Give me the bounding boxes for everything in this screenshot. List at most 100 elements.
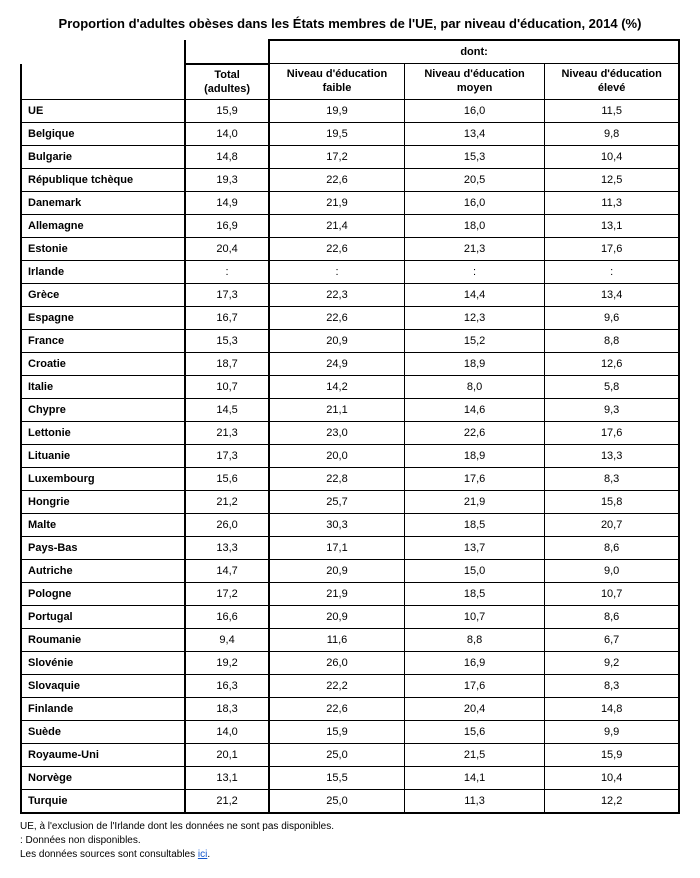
cell-mid: 13,4 — [404, 122, 544, 145]
row-label: UE — [21, 99, 185, 122]
cell-mid: 15,0 — [404, 559, 544, 582]
cell-low: 17,1 — [269, 536, 404, 559]
table-body: UE15,919,916,011,5Belgique14,019,513,49,… — [21, 99, 679, 813]
cell-high: 13,1 — [545, 214, 679, 237]
table-row: Luxembourg15,622,817,68,3 — [21, 467, 679, 490]
cell-mid: 14,6 — [404, 398, 544, 421]
table-row: Italie10,714,28,05,8 — [21, 375, 679, 398]
table-row: Autriche14,720,915,09,0 — [21, 559, 679, 582]
cell-total: 18,3 — [185, 697, 269, 720]
cell-total: 19,2 — [185, 651, 269, 674]
cell-mid: 16,0 — [404, 99, 544, 122]
row-label: Estonie — [21, 237, 185, 260]
footnotes: UE, à l'exclusion de l'Irlande dont les … — [20, 820, 680, 862]
table-row: Grèce17,322,314,413,4 — [21, 283, 679, 306]
row-label: Portugal — [21, 605, 185, 628]
cell-mid: 20,4 — [404, 697, 544, 720]
cell-total: 9,4 — [185, 628, 269, 651]
table-row: Hongrie21,225,721,915,8 — [21, 490, 679, 513]
cell-total: 21,3 — [185, 421, 269, 444]
cell-low: 21,1 — [269, 398, 404, 421]
cell-mid: : — [404, 260, 544, 283]
table-row: Chypre14,521,114,69,3 — [21, 398, 679, 421]
cell-total: 20,1 — [185, 743, 269, 766]
cell-total: 16,9 — [185, 214, 269, 237]
header-spacer — [21, 64, 185, 100]
cell-low: 25,0 — [269, 789, 404, 813]
cell-total: 21,2 — [185, 789, 269, 813]
cell-low: 22,6 — [269, 306, 404, 329]
row-label: Royaume-Uni — [21, 743, 185, 766]
cell-high: 6,7 — [545, 628, 679, 651]
cell-high: 12,5 — [545, 168, 679, 191]
table-row: Malte26,030,318,520,7 — [21, 513, 679, 536]
cell-low: 20,9 — [269, 605, 404, 628]
cell-mid: 12,3 — [404, 306, 544, 329]
table-row: Pologne17,221,918,510,7 — [21, 582, 679, 605]
source-link[interactable]: ici — [198, 849, 207, 860]
cell-mid: 17,6 — [404, 467, 544, 490]
cell-low: 20,9 — [269, 329, 404, 352]
cell-high: 9,2 — [545, 651, 679, 674]
table-row: Pays-Bas13,317,113,78,6 — [21, 536, 679, 559]
table-row: Danemark14,921,916,011,3 — [21, 191, 679, 214]
row-label: Grèce — [21, 283, 185, 306]
cell-high: 13,3 — [545, 444, 679, 467]
table-row: Royaume-Uni20,125,021,515,9 — [21, 743, 679, 766]
table-row: Estonie20,422,621,317,6 — [21, 237, 679, 260]
source-suffix: . — [207, 849, 210, 860]
cell-mid: 15,6 — [404, 720, 544, 743]
table-row: Allemagne16,921,418,013,1 — [21, 214, 679, 237]
table-row: Irlande:::: — [21, 260, 679, 283]
cell-high: 8,6 — [545, 605, 679, 628]
cell-low: 19,9 — [269, 99, 404, 122]
header-spacer — [21, 40, 185, 64]
cell-high: 12,2 — [545, 789, 679, 813]
cell-high: 17,6 — [545, 421, 679, 444]
row-label: France — [21, 329, 185, 352]
cell-mid: 21,3 — [404, 237, 544, 260]
table-row: Lettonie21,323,022,617,6 — [21, 421, 679, 444]
cell-total: 10,7 — [185, 375, 269, 398]
cell-mid: 14,1 — [404, 766, 544, 789]
cell-low: 24,9 — [269, 352, 404, 375]
table-row: Finlande18,322,620,414,8 — [21, 697, 679, 720]
obesity-table: dont: Total (adultes) Niveau d'éducation… — [20, 39, 680, 814]
cell-low: 15,9 — [269, 720, 404, 743]
cell-total: 15,9 — [185, 99, 269, 122]
row-label: Bulgarie — [21, 145, 185, 168]
cell-total: 26,0 — [185, 513, 269, 536]
cell-low: 22,6 — [269, 237, 404, 260]
cell-total: 14,7 — [185, 559, 269, 582]
cell-high: 11,5 — [545, 99, 679, 122]
cell-total: 16,7 — [185, 306, 269, 329]
table-row: Belgique14,019,513,49,8 — [21, 122, 679, 145]
cell-mid: 15,2 — [404, 329, 544, 352]
cell-total: 18,7 — [185, 352, 269, 375]
row-label: Pays-Bas — [21, 536, 185, 559]
cell-mid: 16,9 — [404, 651, 544, 674]
cell-high: 12,6 — [545, 352, 679, 375]
cell-high: 8,3 — [545, 674, 679, 697]
cell-low: 20,0 — [269, 444, 404, 467]
table-row: République tchèque19,322,620,512,5 — [21, 168, 679, 191]
cell-high: 20,7 — [545, 513, 679, 536]
footnote-line: UE, à l'exclusion de l'Irlande dont les … — [20, 820, 680, 834]
cell-total: 16,6 — [185, 605, 269, 628]
footnote-source: Les données sources sont consultables ic… — [20, 848, 680, 862]
source-prefix: Les données sources sont consultables — [20, 849, 198, 860]
cell-low: 30,3 — [269, 513, 404, 536]
cell-low: 19,5 — [269, 122, 404, 145]
cell-high: 9,8 — [545, 122, 679, 145]
row-label: Lituanie — [21, 444, 185, 467]
cell-total: 19,3 — [185, 168, 269, 191]
cell-low: 22,6 — [269, 168, 404, 191]
table-row: UE15,919,916,011,5 — [21, 99, 679, 122]
cell-mid: 21,9 — [404, 490, 544, 513]
cell-high: 5,8 — [545, 375, 679, 398]
cell-mid: 18,0 — [404, 214, 544, 237]
cell-high: 8,6 — [545, 536, 679, 559]
cell-high: 11,3 — [545, 191, 679, 214]
cell-low: 17,2 — [269, 145, 404, 168]
cell-low: 11,6 — [269, 628, 404, 651]
